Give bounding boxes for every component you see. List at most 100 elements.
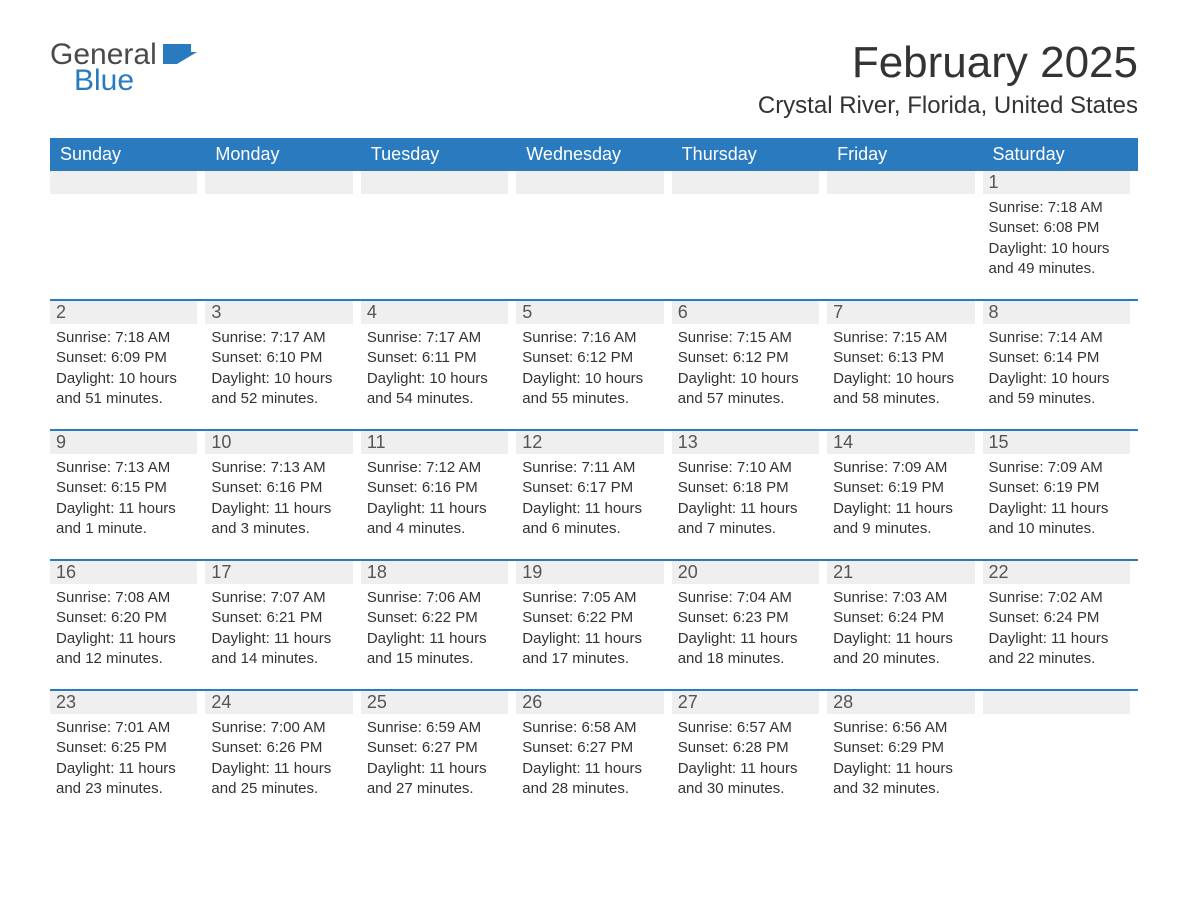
day-cell bbox=[516, 171, 671, 299]
sunrise: Sunrise: 7:04 AM bbox=[678, 588, 819, 608]
day-cell: 3Sunrise: 7:17 AMSunset: 6:10 PMDaylight… bbox=[205, 301, 360, 429]
day-header: Friday bbox=[827, 138, 982, 171]
day-cell: 20Sunrise: 7:04 AMSunset: 6:23 PMDayligh… bbox=[672, 561, 827, 689]
sunset: Sunset: 6:21 PM bbox=[211, 608, 352, 628]
sunset: Sunset: 6:27 PM bbox=[367, 738, 508, 758]
day-details: Sunrise: 7:15 AMSunset: 6:13 PMDaylight:… bbox=[827, 324, 974, 409]
day-number: 19 bbox=[516, 561, 663, 584]
sunset: Sunset: 6:16 PM bbox=[211, 478, 352, 498]
day-header: Sunday bbox=[50, 138, 205, 171]
sunset: Sunset: 6:19 PM bbox=[989, 478, 1130, 498]
day-details: Sunrise: 7:08 AMSunset: 6:20 PMDaylight:… bbox=[50, 584, 197, 669]
day-number: 13 bbox=[672, 431, 819, 454]
sunrise: Sunrise: 7:11 AM bbox=[522, 458, 663, 478]
day-number: 9 bbox=[50, 431, 197, 454]
day-number bbox=[672, 171, 819, 194]
sunset: Sunset: 6:24 PM bbox=[989, 608, 1130, 628]
daylight: Daylight: 11 hours and 23 minutes. bbox=[56, 759, 197, 800]
daylight: Daylight: 11 hours and 28 minutes. bbox=[522, 759, 663, 800]
day-details: Sunrise: 7:04 AMSunset: 6:23 PMDaylight:… bbox=[672, 584, 819, 669]
sunset: Sunset: 6:27 PM bbox=[522, 738, 663, 758]
day-cell: 13Sunrise: 7:10 AMSunset: 6:18 PMDayligh… bbox=[672, 431, 827, 559]
day-cell: 7Sunrise: 7:15 AMSunset: 6:13 PMDaylight… bbox=[827, 301, 982, 429]
daylight: Daylight: 11 hours and 7 minutes. bbox=[678, 499, 819, 540]
sunrise: Sunrise: 7:10 AM bbox=[678, 458, 819, 478]
day-number: 21 bbox=[827, 561, 974, 584]
day-number: 15 bbox=[983, 431, 1130, 454]
day-details: Sunrise: 6:56 AMSunset: 6:29 PMDaylight:… bbox=[827, 714, 974, 799]
day-number: 22 bbox=[983, 561, 1130, 584]
daylight: Daylight: 11 hours and 3 minutes. bbox=[211, 499, 352, 540]
daylight: Daylight: 11 hours and 1 minute. bbox=[56, 499, 197, 540]
day-cell: 28Sunrise: 6:56 AMSunset: 6:29 PMDayligh… bbox=[827, 691, 982, 819]
day-cell: 15Sunrise: 7:09 AMSunset: 6:19 PMDayligh… bbox=[983, 431, 1138, 559]
day-cell: 16Sunrise: 7:08 AMSunset: 6:20 PMDayligh… bbox=[50, 561, 205, 689]
day-number: 7 bbox=[827, 301, 974, 324]
sunset: Sunset: 6:16 PM bbox=[367, 478, 508, 498]
sunrise: Sunrise: 7:18 AM bbox=[56, 328, 197, 348]
day-number: 16 bbox=[50, 561, 197, 584]
header: General Blue February 2025 Crystal River… bbox=[50, 40, 1138, 120]
day-cell: 24Sunrise: 7:00 AMSunset: 6:26 PMDayligh… bbox=[205, 691, 360, 819]
day-number: 17 bbox=[205, 561, 352, 584]
day-details: Sunrise: 7:13 AMSunset: 6:15 PMDaylight:… bbox=[50, 454, 197, 539]
day-number: 28 bbox=[827, 691, 974, 714]
week-row: 2Sunrise: 7:18 AMSunset: 6:09 PMDaylight… bbox=[50, 299, 1138, 429]
day-details: Sunrise: 7:06 AMSunset: 6:22 PMDaylight:… bbox=[361, 584, 508, 669]
daylight: Daylight: 11 hours and 10 minutes. bbox=[989, 499, 1130, 540]
sunrise: Sunrise: 7:17 AM bbox=[211, 328, 352, 348]
day-details: Sunrise: 7:10 AMSunset: 6:18 PMDaylight:… bbox=[672, 454, 819, 539]
day-number: 27 bbox=[672, 691, 819, 714]
day-cell: 21Sunrise: 7:03 AMSunset: 6:24 PMDayligh… bbox=[827, 561, 982, 689]
flag-icon bbox=[163, 42, 197, 69]
daylight: Daylight: 11 hours and 32 minutes. bbox=[833, 759, 974, 800]
daylight: Daylight: 10 hours and 52 minutes. bbox=[211, 369, 352, 410]
day-header: Tuesday bbox=[361, 138, 516, 171]
sunset: Sunset: 6:12 PM bbox=[678, 348, 819, 368]
week-row: 16Sunrise: 7:08 AMSunset: 6:20 PMDayligh… bbox=[50, 559, 1138, 689]
sunrise: Sunrise: 7:02 AM bbox=[989, 588, 1130, 608]
sunrise: Sunrise: 7:12 AM bbox=[367, 458, 508, 478]
day-details: Sunrise: 6:58 AMSunset: 6:27 PMDaylight:… bbox=[516, 714, 663, 799]
sunrise: Sunrise: 7:05 AM bbox=[522, 588, 663, 608]
sunrise: Sunrise: 7:09 AM bbox=[833, 458, 974, 478]
daylight: Daylight: 11 hours and 18 minutes. bbox=[678, 629, 819, 670]
sunset: Sunset: 6:09 PM bbox=[56, 348, 197, 368]
day-number: 11 bbox=[361, 431, 508, 454]
sunrise: Sunrise: 7:14 AM bbox=[989, 328, 1130, 348]
week-row: 23Sunrise: 7:01 AMSunset: 6:25 PMDayligh… bbox=[50, 689, 1138, 819]
day-header: Monday bbox=[205, 138, 360, 171]
week-row: 9Sunrise: 7:13 AMSunset: 6:15 PMDaylight… bbox=[50, 429, 1138, 559]
daylight: Daylight: 11 hours and 12 minutes. bbox=[56, 629, 197, 670]
day-details: Sunrise: 7:15 AMSunset: 6:12 PMDaylight:… bbox=[672, 324, 819, 409]
day-number: 10 bbox=[205, 431, 352, 454]
sunset: Sunset: 6:19 PM bbox=[833, 478, 974, 498]
daylight: Daylight: 11 hours and 25 minutes. bbox=[211, 759, 352, 800]
sunrise: Sunrise: 7:18 AM bbox=[989, 198, 1130, 218]
sunset: Sunset: 6:23 PM bbox=[678, 608, 819, 628]
sunrise: Sunrise: 6:56 AM bbox=[833, 718, 974, 738]
sunset: Sunset: 6:15 PM bbox=[56, 478, 197, 498]
day-number: 25 bbox=[361, 691, 508, 714]
sunset: Sunset: 6:22 PM bbox=[522, 608, 663, 628]
sunset: Sunset: 6:13 PM bbox=[833, 348, 974, 368]
day-cell: 26Sunrise: 6:58 AMSunset: 6:27 PMDayligh… bbox=[516, 691, 671, 819]
calendar: Sunday Monday Tuesday Wednesday Thursday… bbox=[50, 138, 1138, 819]
day-details: Sunrise: 7:00 AMSunset: 6:26 PMDaylight:… bbox=[205, 714, 352, 799]
day-details: Sunrise: 7:03 AMSunset: 6:24 PMDaylight:… bbox=[827, 584, 974, 669]
day-cell bbox=[50, 171, 205, 299]
sunrise: Sunrise: 7:03 AM bbox=[833, 588, 974, 608]
sunrise: Sunrise: 7:15 AM bbox=[678, 328, 819, 348]
day-cell: 1Sunrise: 7:18 AMSunset: 6:08 PMDaylight… bbox=[983, 171, 1138, 299]
day-details: Sunrise: 7:09 AMSunset: 6:19 PMDaylight:… bbox=[827, 454, 974, 539]
sunset: Sunset: 6:11 PM bbox=[367, 348, 508, 368]
day-number: 24 bbox=[205, 691, 352, 714]
day-cell bbox=[983, 691, 1138, 819]
day-cell bbox=[827, 171, 982, 299]
sunset: Sunset: 6:17 PM bbox=[522, 478, 663, 498]
day-number: 14 bbox=[827, 431, 974, 454]
day-cell: 5Sunrise: 7:16 AMSunset: 6:12 PMDaylight… bbox=[516, 301, 671, 429]
day-number: 3 bbox=[205, 301, 352, 324]
day-details: Sunrise: 7:11 AMSunset: 6:17 PMDaylight:… bbox=[516, 454, 663, 539]
logo: General Blue bbox=[50, 40, 197, 96]
